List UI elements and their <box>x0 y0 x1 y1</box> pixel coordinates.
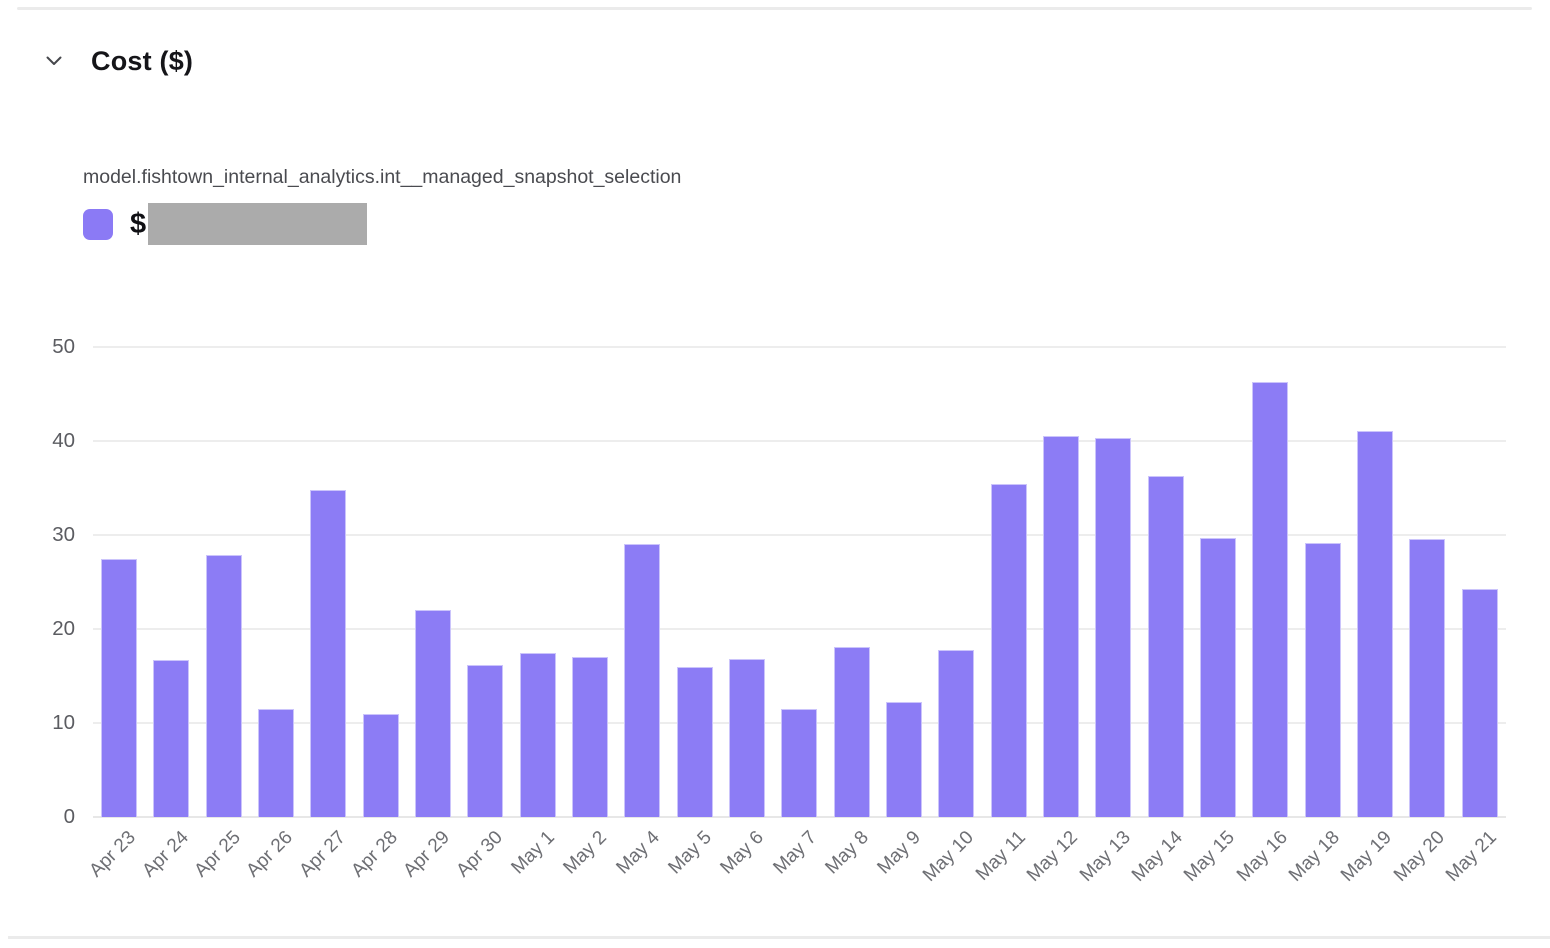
bar-slot <box>930 347 982 817</box>
bar-may-14[interactable] <box>1147 475 1184 817</box>
bar-slot <box>616 347 668 817</box>
bar-slot <box>721 347 773 817</box>
bar-apr-23[interactable] <box>101 558 138 817</box>
gridline-30 <box>93 534 1506 536</box>
y-tick-label-50: 50 <box>52 335 75 358</box>
legend-item[interactable]: $ <box>83 202 368 246</box>
bar-may-15[interactable] <box>1200 537 1237 817</box>
x-axis-line <box>93 816 1506 818</box>
y-tick-label-30: 30 <box>52 523 75 546</box>
bar-slot <box>1035 347 1087 817</box>
plot-area <box>93 346 1506 818</box>
y-tick-label-40: 40 <box>52 429 75 452</box>
y-tick-label-10: 10 <box>52 711 75 734</box>
bar-may-8[interactable] <box>833 646 870 817</box>
bar-slot <box>459 347 511 817</box>
gridline-20 <box>93 628 1506 630</box>
bars-row <box>93 347 1506 817</box>
bar-slot <box>1349 347 1401 817</box>
bar-slot <box>1401 347 1453 817</box>
chevron-down-icon[interactable] <box>43 50 65 72</box>
bar-apr-28[interactable] <box>362 713 399 817</box>
bar-slot <box>512 347 564 817</box>
bar-may-11[interactable] <box>990 484 1027 817</box>
bar-may-1[interactable] <box>519 653 556 817</box>
bar-slot <box>145 347 197 817</box>
bar-slot <box>669 347 721 817</box>
bar-may-20[interactable] <box>1409 538 1446 817</box>
bar-slot <box>407 347 459 817</box>
legend-swatch[interactable] <box>83 208 113 240</box>
bar-may-16[interactable] <box>1252 381 1289 817</box>
bar-may-9[interactable] <box>886 702 923 817</box>
bar-may-6[interactable] <box>729 659 766 817</box>
bar-slot <box>93 347 145 817</box>
bar-slot <box>302 347 354 817</box>
bar-may-10[interactable] <box>938 649 975 817</box>
bar-slot <box>1454 347 1506 817</box>
bar-may-13[interactable] <box>1095 438 1132 817</box>
bar-may-5[interactable] <box>676 666 713 817</box>
bar-apr-26[interactable] <box>258 708 295 817</box>
bar-apr-29[interactable] <box>415 610 452 817</box>
bar-slot <box>773 347 825 817</box>
bar-apr-25[interactable] <box>205 554 242 817</box>
bar-may-21[interactable] <box>1461 588 1498 817</box>
bar-slot <box>1087 347 1139 817</box>
bottom-divider <box>8 936 1550 939</box>
bar-may-19[interactable] <box>1357 430 1394 817</box>
bar-may-4[interactable] <box>624 543 661 817</box>
bar-may-18[interactable] <box>1304 542 1341 817</box>
bar-slot <box>878 347 930 817</box>
bar-slot <box>1140 347 1192 817</box>
series-name-label: model.fishtown_internal_analytics.int__m… <box>83 166 682 188</box>
bar-slot <box>1244 347 1296 817</box>
bar-apr-30[interactable] <box>467 664 504 817</box>
bar-slot <box>1192 347 1244 817</box>
bar-apr-27[interactable] <box>310 489 347 817</box>
bar-slot <box>826 347 878 817</box>
bar-slot <box>250 347 302 817</box>
bar-slot <box>198 347 250 817</box>
bar-slot <box>564 347 616 817</box>
redacted-value-box <box>148 203 368 245</box>
bar-slot <box>983 347 1035 817</box>
bar-may-2[interactable] <box>572 657 609 817</box>
y-tick-label-0: 0 <box>63 805 75 828</box>
gridline-50 <box>93 346 1506 348</box>
gridline-40 <box>93 440 1506 442</box>
top-divider <box>17 7 1532 10</box>
y-tick-label-20: 20 <box>52 617 75 640</box>
section-title: Cost ($) <box>91 46 194 76</box>
bar-may-12[interactable] <box>1043 436 1080 817</box>
bar-slot <box>1297 347 1349 817</box>
bar-slot <box>355 347 407 817</box>
bar-may-7[interactable] <box>781 708 818 817</box>
legend-value-prefix: $ <box>130 208 147 240</box>
cost-section-header[interactable]: Cost ($) <box>43 44 193 78</box>
bar-apr-24[interactable] <box>153 660 190 817</box>
